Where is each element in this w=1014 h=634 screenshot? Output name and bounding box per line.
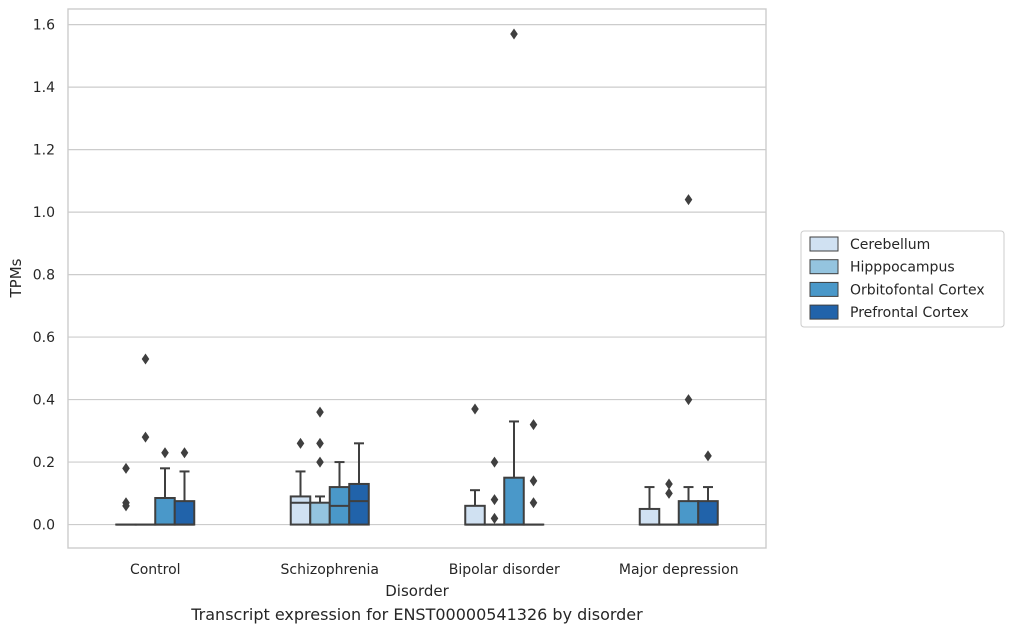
box-body [348, 482, 370, 526]
plot-frame [67, 8, 767, 549]
box-hipppocampus [483, 456, 506, 526]
y-tick-label: 1.0 [33, 205, 55, 221]
box-cerebellum [638, 486, 661, 526]
outlier-point [529, 419, 538, 431]
y-axis-label: TPMs [7, 258, 25, 298]
box-body [309, 501, 331, 526]
outlier-point [122, 500, 130, 512]
x-tick-label: Control [130, 562, 181, 578]
y-tick-label: 0.4 [33, 393, 55, 409]
y-tick-label: 1.6 [33, 18, 55, 34]
outlier-point [684, 394, 693, 406]
legend-label: Cerebellum [850, 237, 930, 253]
box-hipppocampus [309, 406, 331, 526]
box-body [503, 476, 525, 526]
box-series-layer [115, 28, 719, 526]
outlier-point [684, 194, 693, 206]
legend-label: Prefrontal Cortex [850, 305, 969, 321]
box-prefrontal-cortex [697, 450, 719, 526]
outlier-point [296, 437, 305, 449]
outlier-point [471, 403, 479, 415]
x-axis-ticks: Control Schizophrenia Bipolar disorder Majo… [130, 562, 739, 578]
y-tick-label: 1.4 [33, 80, 55, 96]
box-orbitofontal-cortex [677, 194, 700, 526]
y-tick-label: 0.8 [33, 268, 55, 284]
outlier-point [141, 431, 150, 443]
box-body [154, 497, 176, 526]
box-prefrontal-cortex [173, 447, 196, 526]
legend-swatch [809, 281, 839, 297]
outlier-point [316, 456, 324, 468]
box-cerebellum [464, 403, 486, 526]
y-tick-label: 0.6 [33, 330, 55, 346]
legend-frame [800, 230, 1005, 328]
box-body [173, 500, 196, 526]
outlier-point [529, 497, 538, 509]
box-prefrontal-cortex [522, 419, 545, 526]
y-axis-ticks: 0.0 0.2 0.4 0.6 0.8 1.0 1.2 1.4 1.6 [33, 18, 55, 534]
x-axis-label: Disorder [385, 582, 449, 600]
outlier-point [704, 450, 712, 462]
outlier-point [529, 475, 538, 487]
outlier-point [141, 353, 150, 365]
y-tick-label: 1.2 [33, 143, 55, 159]
outlier-point [490, 494, 499, 506]
box-hipppocampus [134, 353, 157, 526]
box-orbitofontal-cortex [154, 447, 176, 526]
legend-swatch [809, 259, 839, 275]
legend: Cerebellum Hipppocampus Orbitofontal Corte… [800, 230, 1005, 328]
box-orbitofontal-cortex [328, 461, 351, 526]
box-body [677, 500, 700, 526]
figure-caption: Transcript expression for ENST0000054132… [191, 605, 643, 624]
outlier-point [665, 487, 673, 499]
box-body [289, 495, 312, 526]
outlier-point [665, 478, 673, 490]
legend-swatch [809, 304, 839, 320]
outlier-point [490, 456, 499, 468]
outlier-point [490, 512, 499, 524]
legend-label: Orbitofontal Cortex [850, 282, 985, 298]
legend-swatch [809, 236, 839, 252]
outlier-point [316, 437, 324, 449]
y-tick-label: 0.0 [33, 518, 55, 534]
outlier-point [122, 462, 130, 474]
box-body [464, 504, 486, 526]
box-cerebellum [289, 437, 312, 526]
box-hipppocampus [658, 478, 680, 526]
outlier-point [316, 406, 324, 418]
y-tick-label: 0.2 [33, 455, 55, 471]
box-cerebellum [115, 462, 137, 526]
x-tick-label: Schizophrenia [281, 562, 379, 578]
outlier-point [180, 447, 189, 459]
x-tick-label: Major depression [619, 562, 739, 578]
x-tick-label: Bipolar disorder [449, 562, 560, 578]
legend-label: Hipppocampus [850, 260, 955, 276]
outlier-point [510, 28, 518, 40]
box-orbitofontal-cortex [503, 28, 525, 526]
box-prefrontal-cortex [348, 442, 370, 526]
gridlines [68, 24, 766, 526]
box-body [697, 500, 719, 526]
box-body [638, 507, 661, 526]
outlier-point [161, 447, 169, 459]
